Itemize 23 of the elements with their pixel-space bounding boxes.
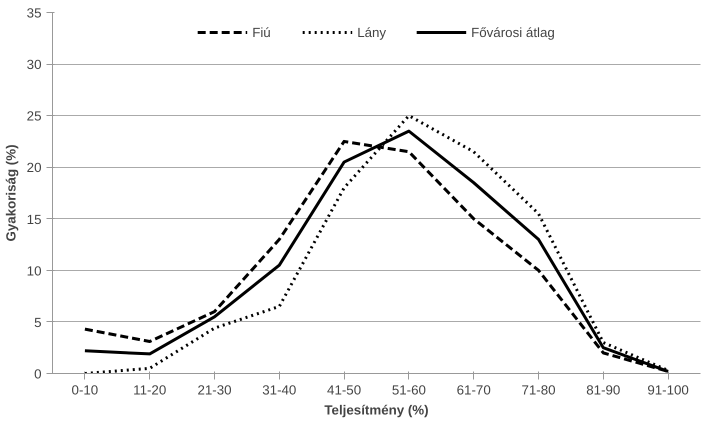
y-tick-label: 5 — [34, 314, 42, 330]
x-tick-label: 61-70 — [456, 382, 491, 398]
x-tick-label: 81-90 — [586, 382, 620, 398]
x-tick-label: 0-10 — [72, 382, 98, 398]
y-tick-label: 20 — [26, 160, 42, 176]
x-tick-label: 31-40 — [262, 382, 296, 398]
y-tick-label: 10 — [26, 263, 42, 278]
y-axis-title: Gyakoriság (%) — [4, 144, 19, 242]
legend-label: Fővárosi átlag — [471, 24, 555, 40]
y-tick-label: 25 — [26, 108, 42, 124]
legend-label: Fiú — [252, 24, 272, 40]
x-tick-label: 21-30 — [197, 382, 232, 398]
x-tick-label: 71-80 — [521, 382, 556, 398]
legend-label: Lány — [357, 24, 386, 40]
y-tick-label: 35 — [26, 6, 42, 20]
x-tick-label: 51-60 — [392, 382, 426, 398]
x-axis-title: Teljesítmény (%) — [324, 402, 429, 418]
x-tick-label: 11-20 — [133, 382, 166, 398]
x-tick-label: 91-100 — [647, 382, 689, 398]
x-tick-label: 41-50 — [327, 382, 362, 398]
y-tick-label: 30 — [26, 57, 42, 72]
y-tick-label: 15 — [26, 212, 42, 227]
y-tick-label: 0 — [34, 366, 42, 382]
